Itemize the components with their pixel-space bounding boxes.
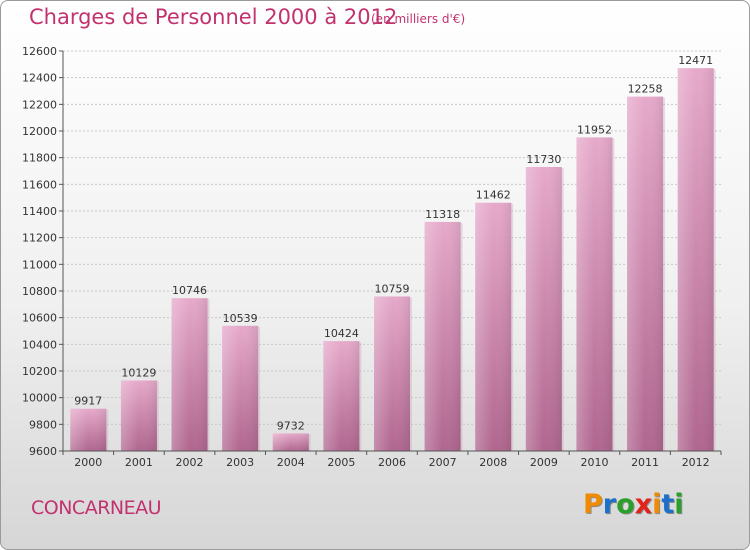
bar-highlight [222, 325, 259, 451]
y-tick-label: 10000 [22, 392, 57, 405]
data-label: 12258 [628, 83, 663, 96]
logo-letter: i [652, 489, 662, 520]
data-label: 10746 [172, 284, 207, 297]
y-tick-label: 12200 [22, 98, 57, 111]
x-tick-label: 2000 [74, 456, 102, 469]
x-tick-label: 2003 [226, 456, 254, 469]
data-label: 11952 [577, 123, 612, 136]
chart-subtitle: (en milliers d'€) [371, 12, 466, 26]
y-tick-label: 10600 [22, 312, 57, 325]
x-tick-label: 2001 [125, 456, 153, 469]
x-tick-label: 2005 [327, 456, 355, 469]
bar-highlight [171, 298, 208, 451]
y-tick-label: 11800 [22, 152, 57, 165]
x-tick-label: 2004 [277, 456, 305, 469]
x-tick-label: 2012 [682, 456, 710, 469]
y-tick-label: 10400 [22, 338, 57, 351]
data-label: 9917 [74, 395, 102, 408]
data-label: 11730 [526, 153, 561, 166]
logo-letter: t [661, 489, 675, 520]
data-label: 10424 [324, 327, 359, 340]
y-tick-label: 9600 [29, 445, 57, 458]
y-tick-label: 10800 [22, 285, 57, 298]
bar-highlight [677, 68, 714, 451]
y-tick-label: 11600 [22, 178, 57, 191]
data-label: 10759 [375, 282, 410, 295]
location-name: CONCARNEAU [31, 497, 162, 519]
y-tick-label: 11200 [22, 232, 57, 245]
axis-layer [59, 50, 722, 455]
brand-logo: Proxiti [583, 489, 684, 520]
bar-highlight [576, 137, 613, 451]
bar-highlight [70, 408, 107, 451]
y-tick-label: 11400 [22, 205, 57, 218]
data-label: 9732 [277, 419, 305, 432]
bar-highlight [272, 433, 309, 451]
y-tick-label: 10200 [22, 365, 57, 378]
y-tick-label: 12400 [22, 72, 57, 85]
chart-title: Charges de Personnel 2000 à 2012 [29, 5, 398, 29]
y-tick-label: 11000 [22, 258, 57, 271]
x-tick-label: 2008 [479, 456, 507, 469]
data-label: 11318 [425, 208, 460, 221]
bar-layer [70, 68, 716, 451]
logo-letter: x [634, 489, 653, 520]
logo-letter: r [602, 489, 617, 520]
y-tick-label: 12600 [22, 45, 57, 58]
label-layer: 9600 9800 10000 10200 10400 10600 10800 11000 11… [22, 45, 713, 469]
data-label: 11462 [476, 189, 511, 202]
x-tick-label: 2002 [176, 456, 204, 469]
data-label: 10129 [121, 366, 156, 379]
data-label: 10539 [223, 312, 258, 325]
x-tick-label: 2007 [429, 456, 457, 469]
x-tick-label: 2010 [580, 456, 608, 469]
bar-highlight [525, 167, 562, 451]
logo-letter: P [583, 489, 603, 520]
logo-letter: i [674, 489, 684, 520]
logo-letter: o [616, 489, 635, 520]
bar-highlight [627, 96, 664, 451]
y-tick-label: 9800 [29, 418, 57, 431]
bar-highlight [120, 380, 157, 451]
data-label: 12471 [678, 54, 713, 67]
x-tick-label: 2006 [378, 456, 406, 469]
bar-highlight [374, 296, 410, 451]
bar-highlight [323, 341, 360, 451]
x-tick-label: 2011 [631, 456, 659, 469]
y-tick-label: 12000 [22, 125, 57, 138]
x-tick-label: 2009 [530, 456, 558, 469]
bar-highlight [424, 221, 461, 451]
bar-highlight [475, 202, 512, 451]
